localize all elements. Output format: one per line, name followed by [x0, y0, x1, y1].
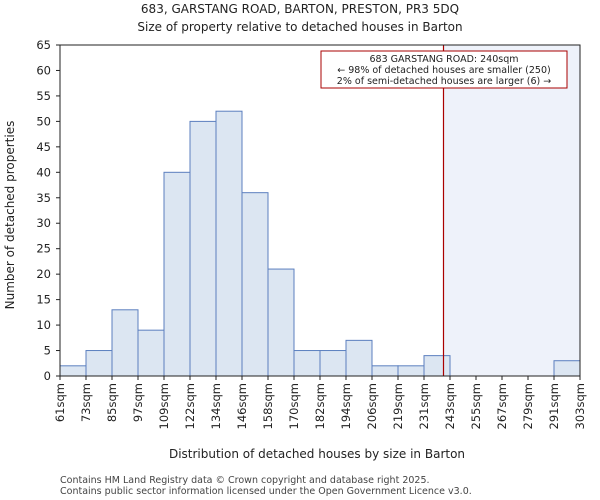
- x-tick-label: 206sqm: [365, 383, 379, 429]
- bar-109sqm: [163, 171, 191, 377]
- x-tick-label: 231sqm: [417, 383, 431, 429]
- x-tick-label: 170sqm: [287, 383, 301, 429]
- x-tick-label: 109sqm: [157, 383, 171, 429]
- x-tick-label: 73sqm: [79, 383, 93, 422]
- y-tick-label: 65: [36, 38, 51, 52]
- chart-title: 683, GARSTANG ROAD, BARTON, PRESTON, PR3…: [141, 2, 459, 16]
- y-tick-label: 45: [36, 140, 51, 154]
- plot-frame: [59, 44, 581, 377]
- annotation-line-3: 2% of semi-detached houses are larger (6…: [337, 76, 551, 87]
- bar-158sqm: [267, 268, 295, 377]
- bar-61sqm: [59, 365, 87, 377]
- y-tick-label: 30: [36, 216, 51, 230]
- x-tick-label: 85sqm: [105, 383, 119, 422]
- x-axis-label: Distribution of detached houses by size …: [169, 447, 465, 461]
- y-tick-label: 25: [36, 242, 51, 256]
- marker-annotation: 683 GARSTANG ROAD: 240sqm ← 98% of detac…: [320, 50, 568, 89]
- bar-73sqm: [85, 350, 113, 377]
- bar-194sqm: [345, 339, 373, 377]
- x-tick-label: 61sqm: [53, 383, 67, 422]
- bar-231sqm: [423, 355, 451, 377]
- larger-region-highlight: [443, 45, 580, 376]
- bar-134sqm: [215, 110, 243, 377]
- y-axis-label: Number of detached properties: [3, 121, 17, 310]
- annotation-box: [320, 50, 568, 89]
- x-tick-label: 303sqm: [573, 383, 587, 429]
- x-tick-label: 146sqm: [235, 383, 249, 429]
- y-tick-label: 10: [36, 318, 51, 332]
- annotation-line-1: 683 GARSTANG ROAD: 240sqm: [369, 54, 518, 65]
- bar-182sqm: [319, 350, 347, 377]
- annotation-line-2: ← 98% of detached houses are smaller (25…: [337, 65, 550, 76]
- footer-line-1: Contains HM Land Registry data © Crown c…: [60, 475, 430, 486]
- x-tick-label: 158sqm: [261, 383, 275, 429]
- x-tick-label: 279sqm: [521, 383, 535, 429]
- chart-subtitle: Size of property relative to detached ho…: [137, 20, 462, 34]
- bar-122sqm: [189, 120, 217, 377]
- y-tick-label: 5: [44, 344, 51, 358]
- x-tick-label: 134sqm: [209, 383, 223, 429]
- x-tick-label: 267sqm: [495, 383, 509, 429]
- y-tick-label: 20: [36, 267, 51, 281]
- bar-219sqm: [397, 365, 425, 377]
- bar-146sqm: [241, 192, 269, 377]
- x-tick-label: 219sqm: [391, 383, 405, 429]
- x-tick-label: 182sqm: [313, 383, 327, 429]
- bar-97sqm: [137, 329, 165, 377]
- y-tick-label: 60: [36, 63, 51, 77]
- x-tick-label: 194sqm: [339, 383, 353, 429]
- bar-85sqm: [111, 309, 139, 377]
- y-tick-label: 35: [36, 191, 51, 205]
- bar-170sqm: [293, 350, 321, 377]
- footer-line-2: Contains public sector information licen…: [60, 486, 472, 497]
- y-tick-label: 40: [36, 165, 51, 179]
- x-tick-label: 97sqm: [131, 383, 145, 422]
- bar-206sqm: [371, 365, 399, 377]
- x-tick-label: 291sqm: [547, 383, 561, 429]
- x-tick-label: 122sqm: [183, 383, 197, 429]
- x-tick-label: 255sqm: [469, 383, 483, 429]
- x-tick-label: 243sqm: [443, 383, 457, 429]
- y-tick-label: 0: [44, 369, 51, 383]
- y-tick-label: 55: [36, 89, 51, 103]
- bar-291sqm: [553, 360, 581, 377]
- y-tick-label: 50: [36, 114, 51, 128]
- y-tick-label: 15: [36, 293, 51, 307]
